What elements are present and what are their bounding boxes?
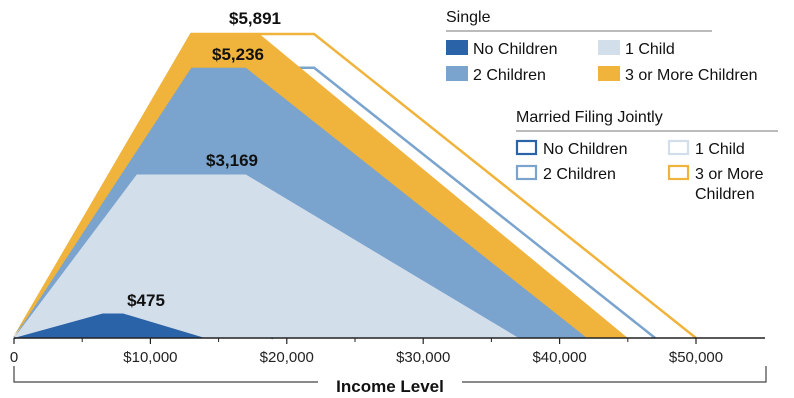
peak-label: $475 xyxy=(127,291,165,310)
legend-label-single: 2 Children xyxy=(473,67,546,84)
peak-labels: $5,891 $5,236 $3,169 $475 xyxy=(127,9,281,310)
legend-label-married: No Children xyxy=(543,141,627,158)
legend-label-married: 3 or More Children xyxy=(695,166,764,203)
legend-swatch-married xyxy=(515,139,538,156)
legend-title-single: Single xyxy=(446,9,491,26)
legend: Single No Children 1 Child 2 Children 3 or M… xyxy=(446,9,778,203)
series-layer xyxy=(12,32,697,340)
legend-swatch-single xyxy=(598,66,620,81)
legend-swatch-single xyxy=(598,40,620,55)
legend-label-married: 1 Child xyxy=(695,141,745,158)
legend-swatch-married xyxy=(515,164,538,181)
x-tick-label: $30,000 xyxy=(396,349,450,366)
legend-label-single: 3 or More Children xyxy=(625,67,758,84)
peak-label: $5,891 xyxy=(229,9,281,28)
axis-bracket-left xyxy=(13,366,318,383)
legend-swatch-married xyxy=(667,164,690,181)
peak-label: $3,169 xyxy=(206,151,258,170)
x-tick-label: 0 xyxy=(10,349,18,366)
legend-label-single: 1 Child xyxy=(625,41,675,58)
x-axis: 0 $10,000 $20,000 $30,000 $40,000 $50,000 xyxy=(10,337,767,383)
x-tick-label: $10,000 xyxy=(123,349,177,366)
x-axis-label: Income Level xyxy=(336,377,444,396)
legend-label-single: No Children xyxy=(473,41,557,58)
legend-swatch-single xyxy=(446,66,468,81)
peak-label: $5,236 xyxy=(212,45,264,64)
single-1-child-series xyxy=(14,174,519,338)
legend-swatch-single xyxy=(446,40,468,55)
axis-bracket-right xyxy=(462,366,767,383)
legend-swatch-married xyxy=(667,139,690,156)
x-tick-label: $20,000 xyxy=(260,349,314,366)
x-tick-label: $50,000 xyxy=(669,349,723,366)
single-no-children-series xyxy=(14,313,205,338)
legend-title-married: Married Filing Jointly xyxy=(516,109,663,126)
x-tick-label: $40,000 xyxy=(532,349,586,366)
legend-label-married: 2 Children xyxy=(543,166,616,183)
